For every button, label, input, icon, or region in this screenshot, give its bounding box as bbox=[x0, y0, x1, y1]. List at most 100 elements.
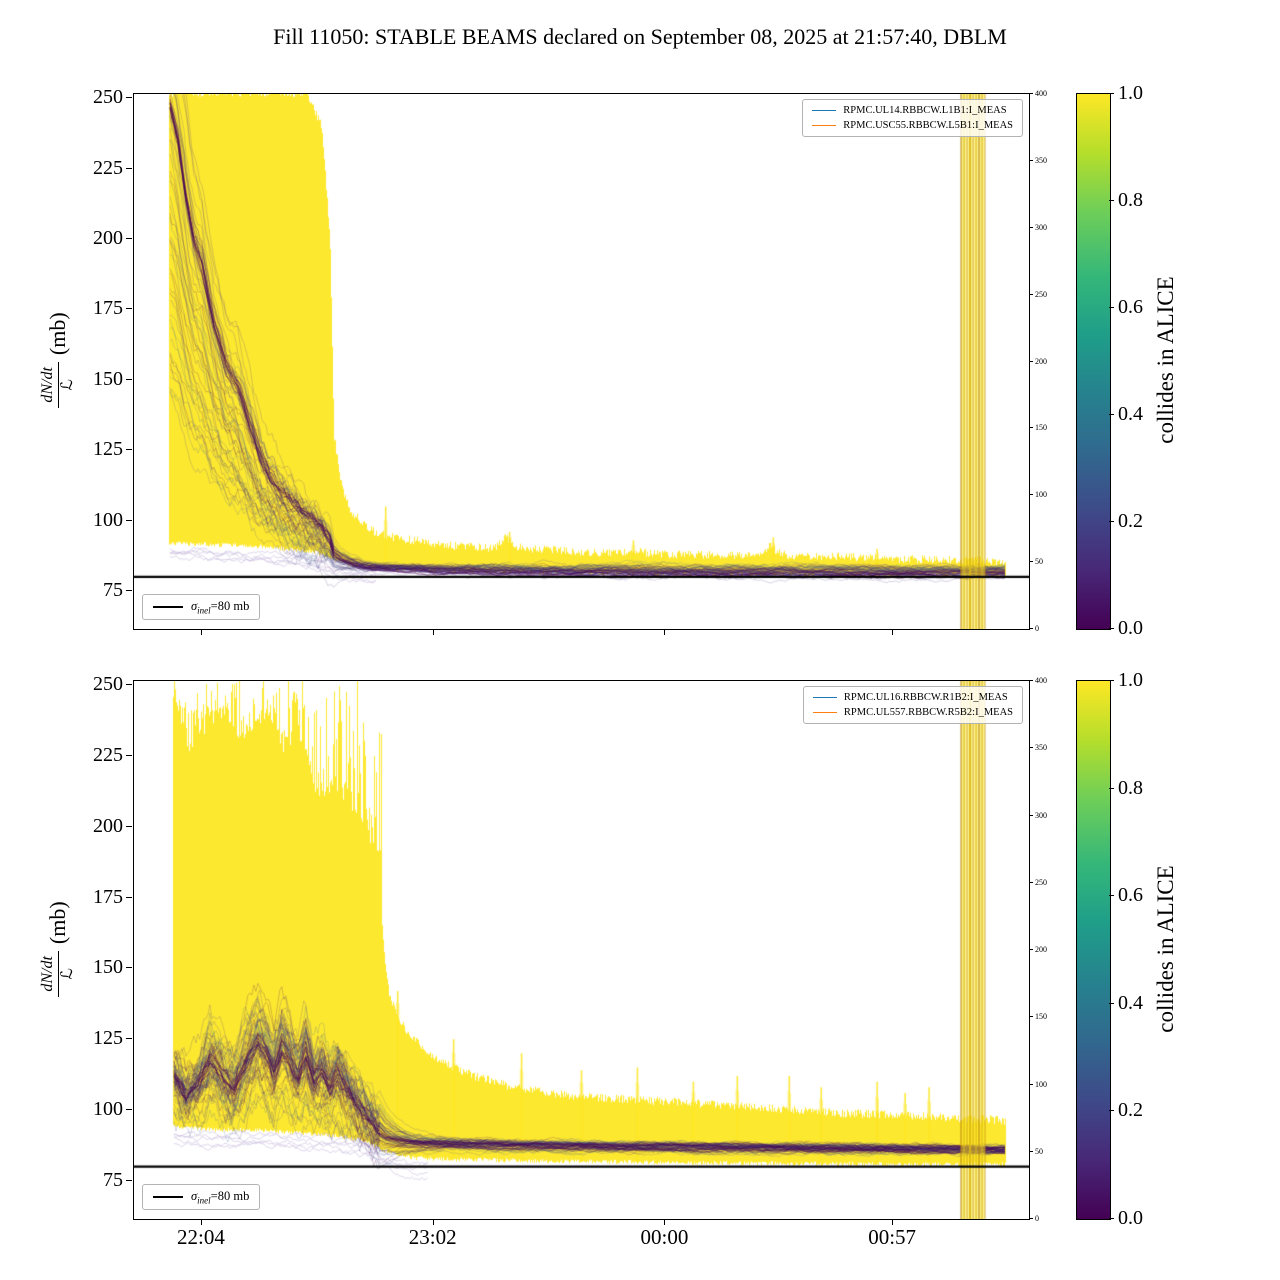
y-tick-label: 150 bbox=[93, 956, 123, 979]
x-tick-mark bbox=[892, 629, 894, 635]
y-tick-label: 250 bbox=[93, 673, 123, 696]
legend-line-sample bbox=[812, 697, 837, 698]
x-tick-label: 00:00 bbox=[640, 1225, 689, 1249]
legend-label: RPMC.USC55.RBBCW.L5B1:I_MEAS bbox=[843, 120, 1013, 131]
right-axis-tick-mark bbox=[1029, 1218, 1033, 1219]
y-tick-mark bbox=[126, 238, 132, 239]
y-tick-mark bbox=[126, 684, 132, 686]
right-axis-tick-label: 350 bbox=[1035, 743, 1047, 753]
colorbar-tick-mark bbox=[1109, 680, 1114, 681]
x-tick-mark bbox=[200, 629, 202, 635]
y-tick-label: 225 bbox=[93, 156, 123, 179]
colorbar-top bbox=[1076, 93, 1111, 630]
right-axis-tick-label: 250 bbox=[1035, 289, 1047, 299]
sigma-line-sample bbox=[153, 1195, 183, 1198]
x-tick-mark bbox=[200, 1219, 202, 1225]
right-axis-tick-mark bbox=[1029, 1150, 1033, 1152]
y-tick-label: 125 bbox=[93, 1027, 123, 1050]
x-tick-mark bbox=[664, 1219, 666, 1225]
right-axis-tick-label: 50 bbox=[1035, 557, 1043, 567]
y-tick-label: 175 bbox=[93, 885, 123, 908]
figure-title: Fill 11050: STABLE BEAMS declared on Sep… bbox=[273, 24, 1007, 49]
right-axis-tick-mark bbox=[1029, 226, 1033, 228]
y-tick-mark bbox=[126, 1108, 132, 1110]
colorbar-tick-label: 0.2 bbox=[1118, 1099, 1143, 1122]
colorbar-bottom bbox=[1076, 680, 1111, 1220]
y-tick-mark bbox=[126, 308, 132, 310]
y-axis-numerator: dN/dt bbox=[38, 956, 56, 992]
sigma-label: σinel=80 mb bbox=[191, 1189, 249, 1206]
legend-line-sample bbox=[812, 712, 837, 713]
x-tick-label: 22:04 bbox=[177, 1225, 225, 1249]
x-tick-label: 00:57 bbox=[868, 1225, 917, 1249]
right-axis-tick-label: 300 bbox=[1035, 222, 1047, 232]
sigma-subscript: inel bbox=[197, 605, 211, 615]
x-tick-mark bbox=[432, 629, 434, 635]
colorbar-tick-label: 0.4 bbox=[1118, 991, 1143, 1014]
colorbar-tick-mark bbox=[1109, 93, 1114, 94]
y-tick-mark bbox=[126, 589, 132, 591]
colorbar-tick-label: 1.0 bbox=[1118, 82, 1143, 104]
y-tick-label: 175 bbox=[93, 297, 123, 320]
colorbar-tick-mark bbox=[1109, 895, 1114, 897]
colorbar-tick-label: 0.0 bbox=[1118, 1207, 1143, 1229]
y-tick-mark bbox=[126, 755, 132, 757]
right-axis-tick-mark bbox=[1029, 628, 1033, 629]
colorbar-label-top: collides in ALICE bbox=[1153, 276, 1178, 444]
right-axis-tick-mark bbox=[1029, 561, 1033, 563]
colorbar-tick-mark bbox=[1109, 521, 1114, 522]
y-tick-mark bbox=[126, 1038, 132, 1040]
y-tick-mark bbox=[126, 519, 132, 521]
right-axis-tick-mark bbox=[1029, 159, 1033, 161]
y-tick-mark bbox=[126, 167, 132, 169]
y-tick-label: 75 bbox=[103, 1168, 123, 1191]
right-axis-tick-label: 200 bbox=[1035, 945, 1047, 954]
legend-item: RPMC.UL16.RBBCW.R1B2:I_MEAS bbox=[812, 692, 1013, 703]
sigma-subscript: inel bbox=[197, 1195, 211, 1205]
right-axis-tick-mark bbox=[1029, 494, 1033, 496]
right-axis-tick-mark bbox=[1029, 293, 1033, 295]
right-axis-tick-mark bbox=[1029, 680, 1033, 681]
right-axis-tick-label: 250 bbox=[1035, 877, 1047, 887]
x-tick-label: 23:02 bbox=[408, 1225, 457, 1249]
right-axis-tick-mark bbox=[1029, 1016, 1033, 1018]
x-tick-mark bbox=[664, 629, 666, 635]
right-axis-tick-label: 100 bbox=[1035, 490, 1047, 500]
legend-line-sample bbox=[812, 110, 837, 111]
sigma-symbol: σ bbox=[191, 1188, 198, 1203]
right-axis-tick-mark bbox=[1029, 881, 1033, 883]
colorbar-tick-mark bbox=[1109, 628, 1114, 629]
right-axis-tick-label: 150 bbox=[1035, 1012, 1047, 1022]
right-axis-tick-label: 350 bbox=[1035, 155, 1047, 165]
y-tick-mark bbox=[126, 1179, 132, 1181]
colorbar-tick-label: 0.6 bbox=[1118, 884, 1143, 907]
y-tick-mark bbox=[126, 896, 132, 898]
sigma-label: σinel=80 mb bbox=[191, 599, 249, 616]
y-tick-label: 150 bbox=[93, 367, 123, 390]
right-axis-tick-label: 0 bbox=[1035, 1214, 1039, 1223]
right-axis-tick-label: 200 bbox=[1035, 356, 1047, 366]
sigma-symbol: σ bbox=[191, 598, 198, 613]
colorbar-tick-label: 0.0 bbox=[1118, 617, 1143, 639]
plot-canvas-top bbox=[134, 94, 1029, 629]
sigma-legend-top: σinel=80 mb bbox=[142, 593, 261, 620]
legend-label: RPMC.UL16.RBBCW.R1B2:I_MEAS bbox=[843, 692, 1008, 703]
y-tick-label: 125 bbox=[93, 438, 123, 461]
x-tick-mark bbox=[432, 1219, 434, 1225]
colorbar-tick-mark bbox=[1109, 787, 1114, 789]
legend-item: RPMC.UL557.RBBCW.R5B2:I_MEAS bbox=[812, 707, 1013, 718]
legend-top: RPMC.UL14.RBBCW.L1B1:I_MEAS RPMC.USC55.R… bbox=[802, 99, 1023, 137]
x-tick-mark bbox=[892, 1219, 894, 1225]
right-axis-tick-label: 50 bbox=[1035, 1146, 1043, 1156]
right-axis-tick-label: 300 bbox=[1035, 810, 1047, 820]
y-tick-label: 250 bbox=[93, 86, 123, 109]
colorbar-tick-label: 0.8 bbox=[1118, 776, 1143, 799]
colorbar-tick-label: 1.0 bbox=[1118, 669, 1143, 691]
colorbar-tick-mark bbox=[1109, 307, 1114, 308]
y-tick-label: 200 bbox=[93, 814, 123, 837]
y-tick-label: 75 bbox=[103, 578, 123, 601]
sigma-rest: =80 mb bbox=[210, 1188, 250, 1203]
right-axis-tick-mark bbox=[1029, 93, 1033, 94]
right-axis-tick-mark bbox=[1029, 747, 1033, 749]
